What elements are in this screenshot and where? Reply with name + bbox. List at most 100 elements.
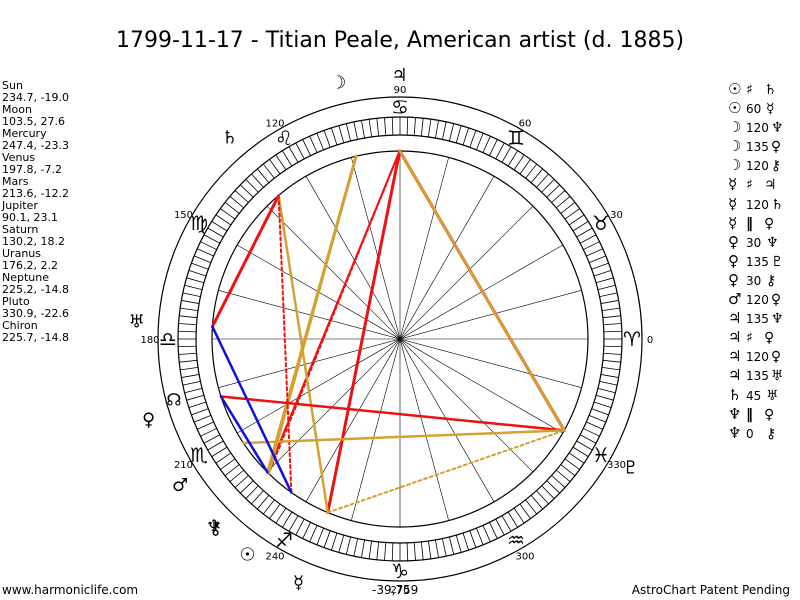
aspect-planet-1: ♀ <box>728 270 739 289</box>
planet-coords-moon: 103.5, 27.6 <box>2 115 65 128</box>
aspect-line-mars-pluto <box>242 429 566 445</box>
aspect-row: ♂ 120 ♀ <box>728 290 783 309</box>
aspect-row: ☽ 135 ♀ <box>728 137 783 156</box>
degree-tick <box>197 248 214 257</box>
aspect-planet-2: ♅ <box>770 368 784 385</box>
degree-tick <box>591 262 609 270</box>
degree-tick <box>413 542 416 561</box>
degree-tick <box>489 139 498 156</box>
degree-tick <box>224 464 240 476</box>
aspect-row: ♃ 120 ♀ <box>728 347 783 366</box>
degree-tick <box>200 428 217 437</box>
degree-tick <box>476 527 484 545</box>
aspect-planet-2: ♄ <box>770 196 784 213</box>
degree-label-120: 120 <box>265 118 284 129</box>
planet-glyph-jupiter: ♃ <box>391 65 407 86</box>
degree-tick <box>455 125 462 144</box>
degree-tick <box>406 542 409 561</box>
aspect-planet-2: ♀ <box>764 330 775 347</box>
degree-tick <box>536 173 549 188</box>
aspect-planet-2: ⚷ <box>766 425 777 442</box>
degree-tick <box>599 292 618 297</box>
aspect-row: ♆ ‖ ♀ <box>728 405 783 424</box>
degree-tick <box>462 127 469 146</box>
aspect-line-mercury-pluto <box>326 429 566 514</box>
degree-tick <box>519 159 531 175</box>
degree-tick <box>203 234 221 244</box>
degree-tick <box>181 300 200 304</box>
aspect-row: ☿ 120 ♄ <box>728 195 783 214</box>
aspect-symbol: 120 <box>746 350 769 365</box>
degree-tick <box>251 490 264 505</box>
degree-tick <box>579 234 597 244</box>
aspect-row: ♃ ♯ ♀ <box>728 328 783 347</box>
aspect-planet-1: ♃ <box>728 309 742 328</box>
degree-tick <box>536 490 549 505</box>
aspect-line-jupiter-neptune <box>266 150 401 474</box>
degree-tick <box>182 292 201 297</box>
aspect-line-jupiter-pluto <box>398 149 566 432</box>
aspect-line-jupiter-mercury <box>326 149 402 515</box>
aspect-line-venus-pluto <box>219 395 566 432</box>
degree-tick <box>560 202 576 214</box>
aspect-line-saturn-sun <box>277 194 293 494</box>
degree-tick <box>427 540 432 559</box>
aspect-planet-2: ♀ <box>770 292 782 309</box>
aspect-planet-1: ☿ <box>728 175 738 194</box>
degree-tick <box>602 359 621 363</box>
aspect-symbol: ♯ <box>746 82 753 98</box>
degree-tick <box>182 381 201 386</box>
degree-tick <box>188 401 207 408</box>
footer-website[interactable]: www.harmoniclife.com <box>2 583 139 597</box>
degree-label-60: 60 <box>519 118 532 129</box>
planet-coords-venus: 197.8, -7.2 <box>2 163 62 176</box>
degree-label-270: 270 <box>390 585 409 596</box>
zodiac-sign-glyph: ♐ <box>275 528 293 552</box>
degree-tick <box>588 415 606 423</box>
aspect-row: ☿ ‖ ♀ <box>728 214 783 233</box>
degree-label-30: 30 <box>610 210 623 221</box>
degree-tick <box>556 469 571 483</box>
degree-tick <box>442 121 447 140</box>
degree-tick <box>361 539 365 558</box>
degree-tick <box>288 146 299 163</box>
degree-tick <box>469 530 477 548</box>
degree-tick <box>240 184 254 198</box>
degree-tick <box>507 150 518 167</box>
degree-tick <box>194 255 212 263</box>
planet-name-neptune: Neptune <box>2 271 50 284</box>
degree-tick <box>384 542 387 561</box>
degree-tick <box>551 475 566 488</box>
degree-tick <box>179 359 198 363</box>
degree-tick <box>525 499 537 515</box>
degree-tick <box>568 452 585 464</box>
planet-coords-sun: 234.7, -19.0 <box>2 91 69 104</box>
degree-tick <box>256 168 270 183</box>
degree-tick <box>191 262 209 270</box>
aspect-planet-2: ♆ <box>770 311 784 328</box>
planet-coords-saturn: 130.2, 18.2 <box>2 235 65 248</box>
degree-tick <box>586 248 603 257</box>
degree-tick <box>525 163 537 179</box>
degree-tick <box>186 394 205 401</box>
degree-tick <box>178 352 197 355</box>
aspect-symbol: 30 <box>746 273 762 288</box>
aspect-planet-1: ☉ <box>728 80 742 98</box>
degree-tick <box>600 300 619 304</box>
degree-tick <box>556 195 571 209</box>
degree-tick <box>595 394 614 401</box>
degree-tick <box>435 120 439 139</box>
aspect-planet-2: ♀ <box>770 349 782 366</box>
degree-tick <box>455 534 462 553</box>
degree-tick <box>263 499 275 515</box>
aspect-planet-2: ♇ <box>770 253 784 270</box>
aspect-symbol: 135 <box>746 254 769 269</box>
degree-tick <box>316 527 324 545</box>
aspect-planet-2: ♀ <box>764 406 775 423</box>
aspect-planet-1: ☽ <box>728 137 742 156</box>
degree-tick <box>275 507 287 524</box>
degree-tick <box>181 374 200 378</box>
planet-glyph-uranus: ♅ <box>129 312 145 333</box>
degree-tick <box>495 518 505 536</box>
planet-glyph-saturn: ♄ <box>222 127 238 148</box>
